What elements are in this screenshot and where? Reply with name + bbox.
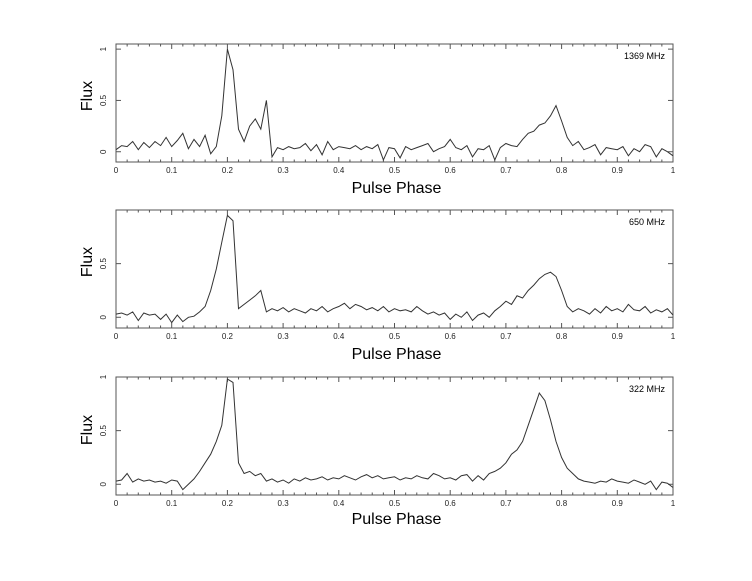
x-tick-label: 0 [114,166,119,175]
x-tick-label: 0.6 [445,332,457,341]
panel-2: 0 0.1 0.2 0.3 0.4 0.5 0.6 0.7 0.8 0.9 1 0 0.5 650 MHz… [79,209,676,363]
x-tick-label: 0.8 [556,332,568,341]
y-tick-label: 1 [99,374,108,379]
x-tick-label: 0.7 [500,166,512,175]
x-tick-label: 0.5 [389,499,401,508]
x-tick-label: 1 [671,332,676,341]
y-tick-label: 0.5 [99,425,108,437]
pulse-profile-line [115,214,674,324]
x-axis-title: Pulse Phase [352,180,442,197]
x-tick-label: 0.7 [500,332,512,341]
x-tick-label: 0.2 [222,332,234,341]
x-tick-label: 0.8 [556,499,568,508]
x-tick-label: 0.2 [222,166,234,175]
frequency-label: 1369 MHz [624,51,666,61]
y-tick-label: 0.5 [99,258,108,270]
frequency-label: 650 MHz [629,217,666,227]
y-axis-title: Flux [79,81,96,111]
panel-1: 0 0.1 0.2 0.3 0.4 0.5 0.6 0.7 0.8 0.9 1 0 0.5 1 1369 M… [79,43,676,197]
x-tick-label: 0 [114,499,119,508]
x-axis-title: Pulse Phase [352,511,442,528]
pulse-profile-line [115,378,674,491]
y-tick-label: 0 [99,481,108,486]
x-tick-label: 0.1 [166,499,178,508]
pulse-profile-line [115,48,674,162]
x-tick-label: 0.2 [222,499,234,508]
x-axis-title: Pulse Phase [352,346,442,363]
x-tick-label: 0.3 [278,499,290,508]
x-tick-label: 1 [671,166,676,175]
frequency-label: 322 MHz [629,384,666,394]
y-tick-label: 0 [99,149,108,154]
x-tick-label: 0.4 [333,166,345,175]
x-tick-label: 0.6 [445,166,457,175]
x-tick-label: 0.9 [612,499,624,508]
x-tick-label: 0.3 [278,166,290,175]
y-tick-label: 0 [99,314,108,319]
x-tick-label: 0.7 [500,499,512,508]
x-tick-label: 0.8 [556,166,568,175]
y-axis-title: Flux [79,415,96,445]
x-tick-label: 0.6 [445,499,457,508]
panel-3: 0 0.1 0.2 0.3 0.4 0.5 0.6 0.7 0.8 0.9 1 0 0.5 1 322 MH… [79,374,676,528]
plot-frame [115,43,674,163]
x-tick-label: 0.9 [612,332,624,341]
plot-frame [115,209,674,329]
x-tick-label: 0.1 [166,166,178,175]
y-axis-title: Flux [79,247,96,277]
x-tick-label: 0.1 [166,332,178,341]
x-tick-label: 0.4 [333,332,345,341]
x-tick-label: 0.5 [389,332,401,341]
y-tick-label: 0.5 [99,94,108,106]
x-tick-label: 0.5 [389,166,401,175]
y-tick-label: 1 [99,46,108,51]
x-tick-label: 0.4 [333,499,345,508]
x-tick-label: 0 [114,332,119,341]
x-tick-label: 0.3 [278,332,290,341]
x-tick-label: 0.9 [612,166,624,175]
x-tick-label: 1 [671,499,676,508]
